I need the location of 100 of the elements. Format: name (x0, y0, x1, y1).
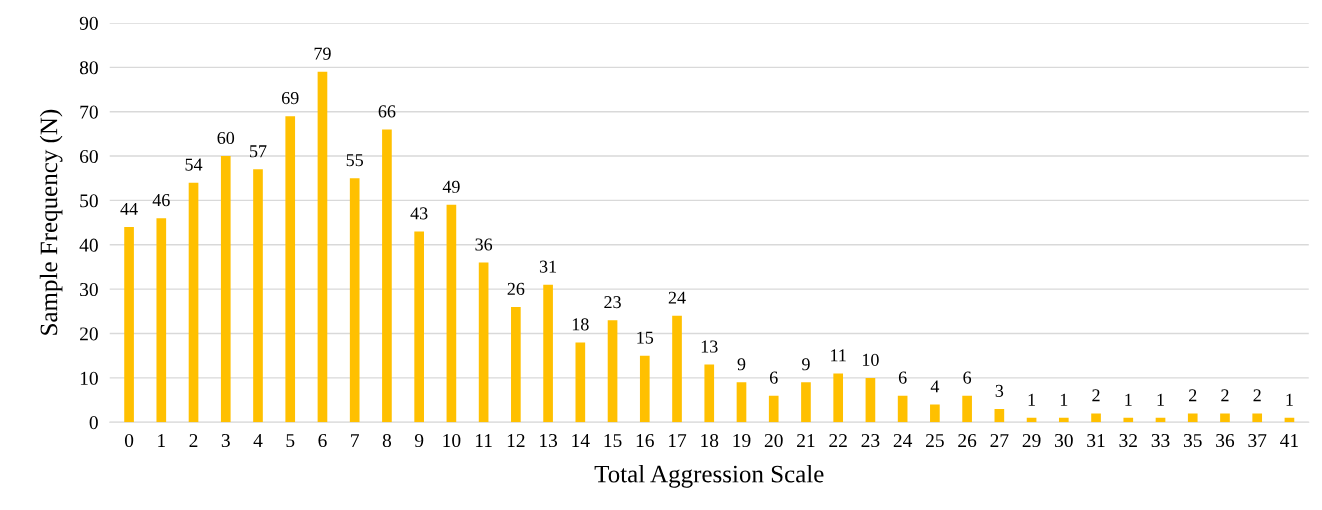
data-label: 46 (152, 194, 170, 207)
bar (1220, 413, 1230, 423)
data-label: 18 (572, 318, 589, 331)
x-tick-label: 2 (189, 434, 198, 447)
data-label: 43 (410, 207, 428, 220)
y-tick-label: 0 (89, 416, 98, 430)
data-label: 1 (1028, 393, 1036, 406)
x-tick-label: 24 (893, 434, 913, 447)
y-tick-label: 80 (79, 61, 98, 75)
data-label: 15 (637, 331, 654, 344)
bar (736, 382, 747, 423)
bar (1123, 417, 1134, 423)
x-tick-label: 17 (669, 434, 687, 447)
x-tick-label: 12 (507, 434, 525, 447)
y-tick-label: 90 (79, 16, 98, 30)
data-label: 23 (604, 296, 621, 309)
bar (801, 382, 811, 423)
data-label: 2 (1189, 389, 1197, 402)
bar (253, 169, 263, 423)
y-tick-label: 10 (80, 371, 98, 385)
x-tick-label: 26 (958, 434, 977, 448)
x-tick-label: 3 (221, 434, 230, 448)
bar (285, 116, 296, 423)
x-tick-label: 14 (572, 434, 590, 447)
bar (349, 178, 360, 423)
y-tick-label: 20 (80, 327, 98, 341)
data-label: 79 (314, 47, 331, 60)
data-label: 10 (862, 353, 879, 366)
data-label: 1 (1060, 393, 1068, 406)
bar (1252, 413, 1263, 423)
x-tick-label: 41 (1280, 434, 1298, 447)
data-label: 1 (1286, 393, 1293, 406)
data-label: 36 (475, 238, 493, 251)
x-tick-label: 20 (764, 433, 783, 448)
data-label: 13 (701, 340, 718, 353)
data-label: 26 (507, 282, 525, 295)
y-tick-label: 60 (80, 149, 98, 163)
bar (478, 262, 489, 423)
x-tick-label: 4 (253, 434, 263, 447)
data-label: 54 (185, 158, 203, 171)
x-tick-label: 10 (443, 433, 461, 448)
data-label: 2 (1221, 389, 1229, 402)
bar (994, 408, 1005, 423)
data-label: 6 (769, 371, 778, 384)
data-label: 3 (995, 384, 1004, 397)
bar (1058, 417, 1069, 423)
x-tick-label: 21 (797, 434, 815, 447)
data-label: 55 (346, 154, 364, 167)
x-axis-title: Total Aggression Scale (594, 464, 824, 488)
data-label: 44 (120, 202, 138, 215)
x-tick-label: 9 (414, 434, 424, 448)
bar (1091, 413, 1101, 423)
bar (930, 404, 940, 423)
x-tick-label: 13 (540, 434, 558, 448)
bar (188, 182, 199, 423)
y-tick-label: 40 (79, 238, 98, 252)
x-tick-label: 30 (1055, 433, 1073, 448)
bar (639, 355, 650, 423)
x-tick-label: 22 (829, 434, 847, 447)
bar (607, 320, 618, 423)
data-label: 1 (1157, 393, 1164, 406)
x-tick-label: 32 (1119, 434, 1137, 448)
data-label: 6 (898, 371, 907, 384)
data-label: 2 (1092, 389, 1100, 402)
data-label: 69 (281, 91, 299, 105)
data-label: 66 (378, 105, 396, 118)
x-tick-label: 0 (124, 433, 134, 448)
x-tick-label: 36 (1216, 434, 1235, 448)
bar (865, 377, 876, 423)
data-label: 6 (963, 371, 972, 384)
x-tick-label: 29 (1022, 434, 1041, 448)
y-tick-label: 30 (80, 282, 98, 297)
x-tick-label: 18 (701, 433, 719, 448)
data-label: 4 (930, 380, 940, 393)
bar (897, 395, 908, 423)
bar (962, 395, 972, 423)
x-tick-label: 33 (1151, 434, 1170, 448)
data-label: 60 (217, 131, 235, 145)
x-tick-label: 8 (382, 433, 392, 448)
bar (543, 284, 553, 423)
x-tick-label: 37 (1248, 434, 1267, 448)
bar (446, 204, 457, 423)
x-tick-label: 27 (990, 434, 1009, 447)
data-label: 57 (250, 145, 267, 158)
bar (124, 227, 134, 423)
bar (833, 373, 844, 423)
bar (575, 342, 586, 423)
x-tick-label: 7 (351, 434, 359, 447)
x-tick-label: 35 (1183, 434, 1202, 448)
x-tick-label: 1 (158, 434, 165, 447)
x-tick-label: 5 (286, 434, 295, 448)
bar (511, 306, 521, 423)
bar (220, 156, 231, 423)
bar (156, 218, 167, 423)
x-tick-label: 11 (475, 434, 492, 447)
x-tick-label: 6 (318, 434, 327, 448)
x-tick-label: 15 (604, 434, 622, 448)
data-label: 11 (831, 349, 846, 362)
bar (317, 71, 328, 423)
y-axis-title: Sample Frequency (N) (39, 109, 63, 335)
